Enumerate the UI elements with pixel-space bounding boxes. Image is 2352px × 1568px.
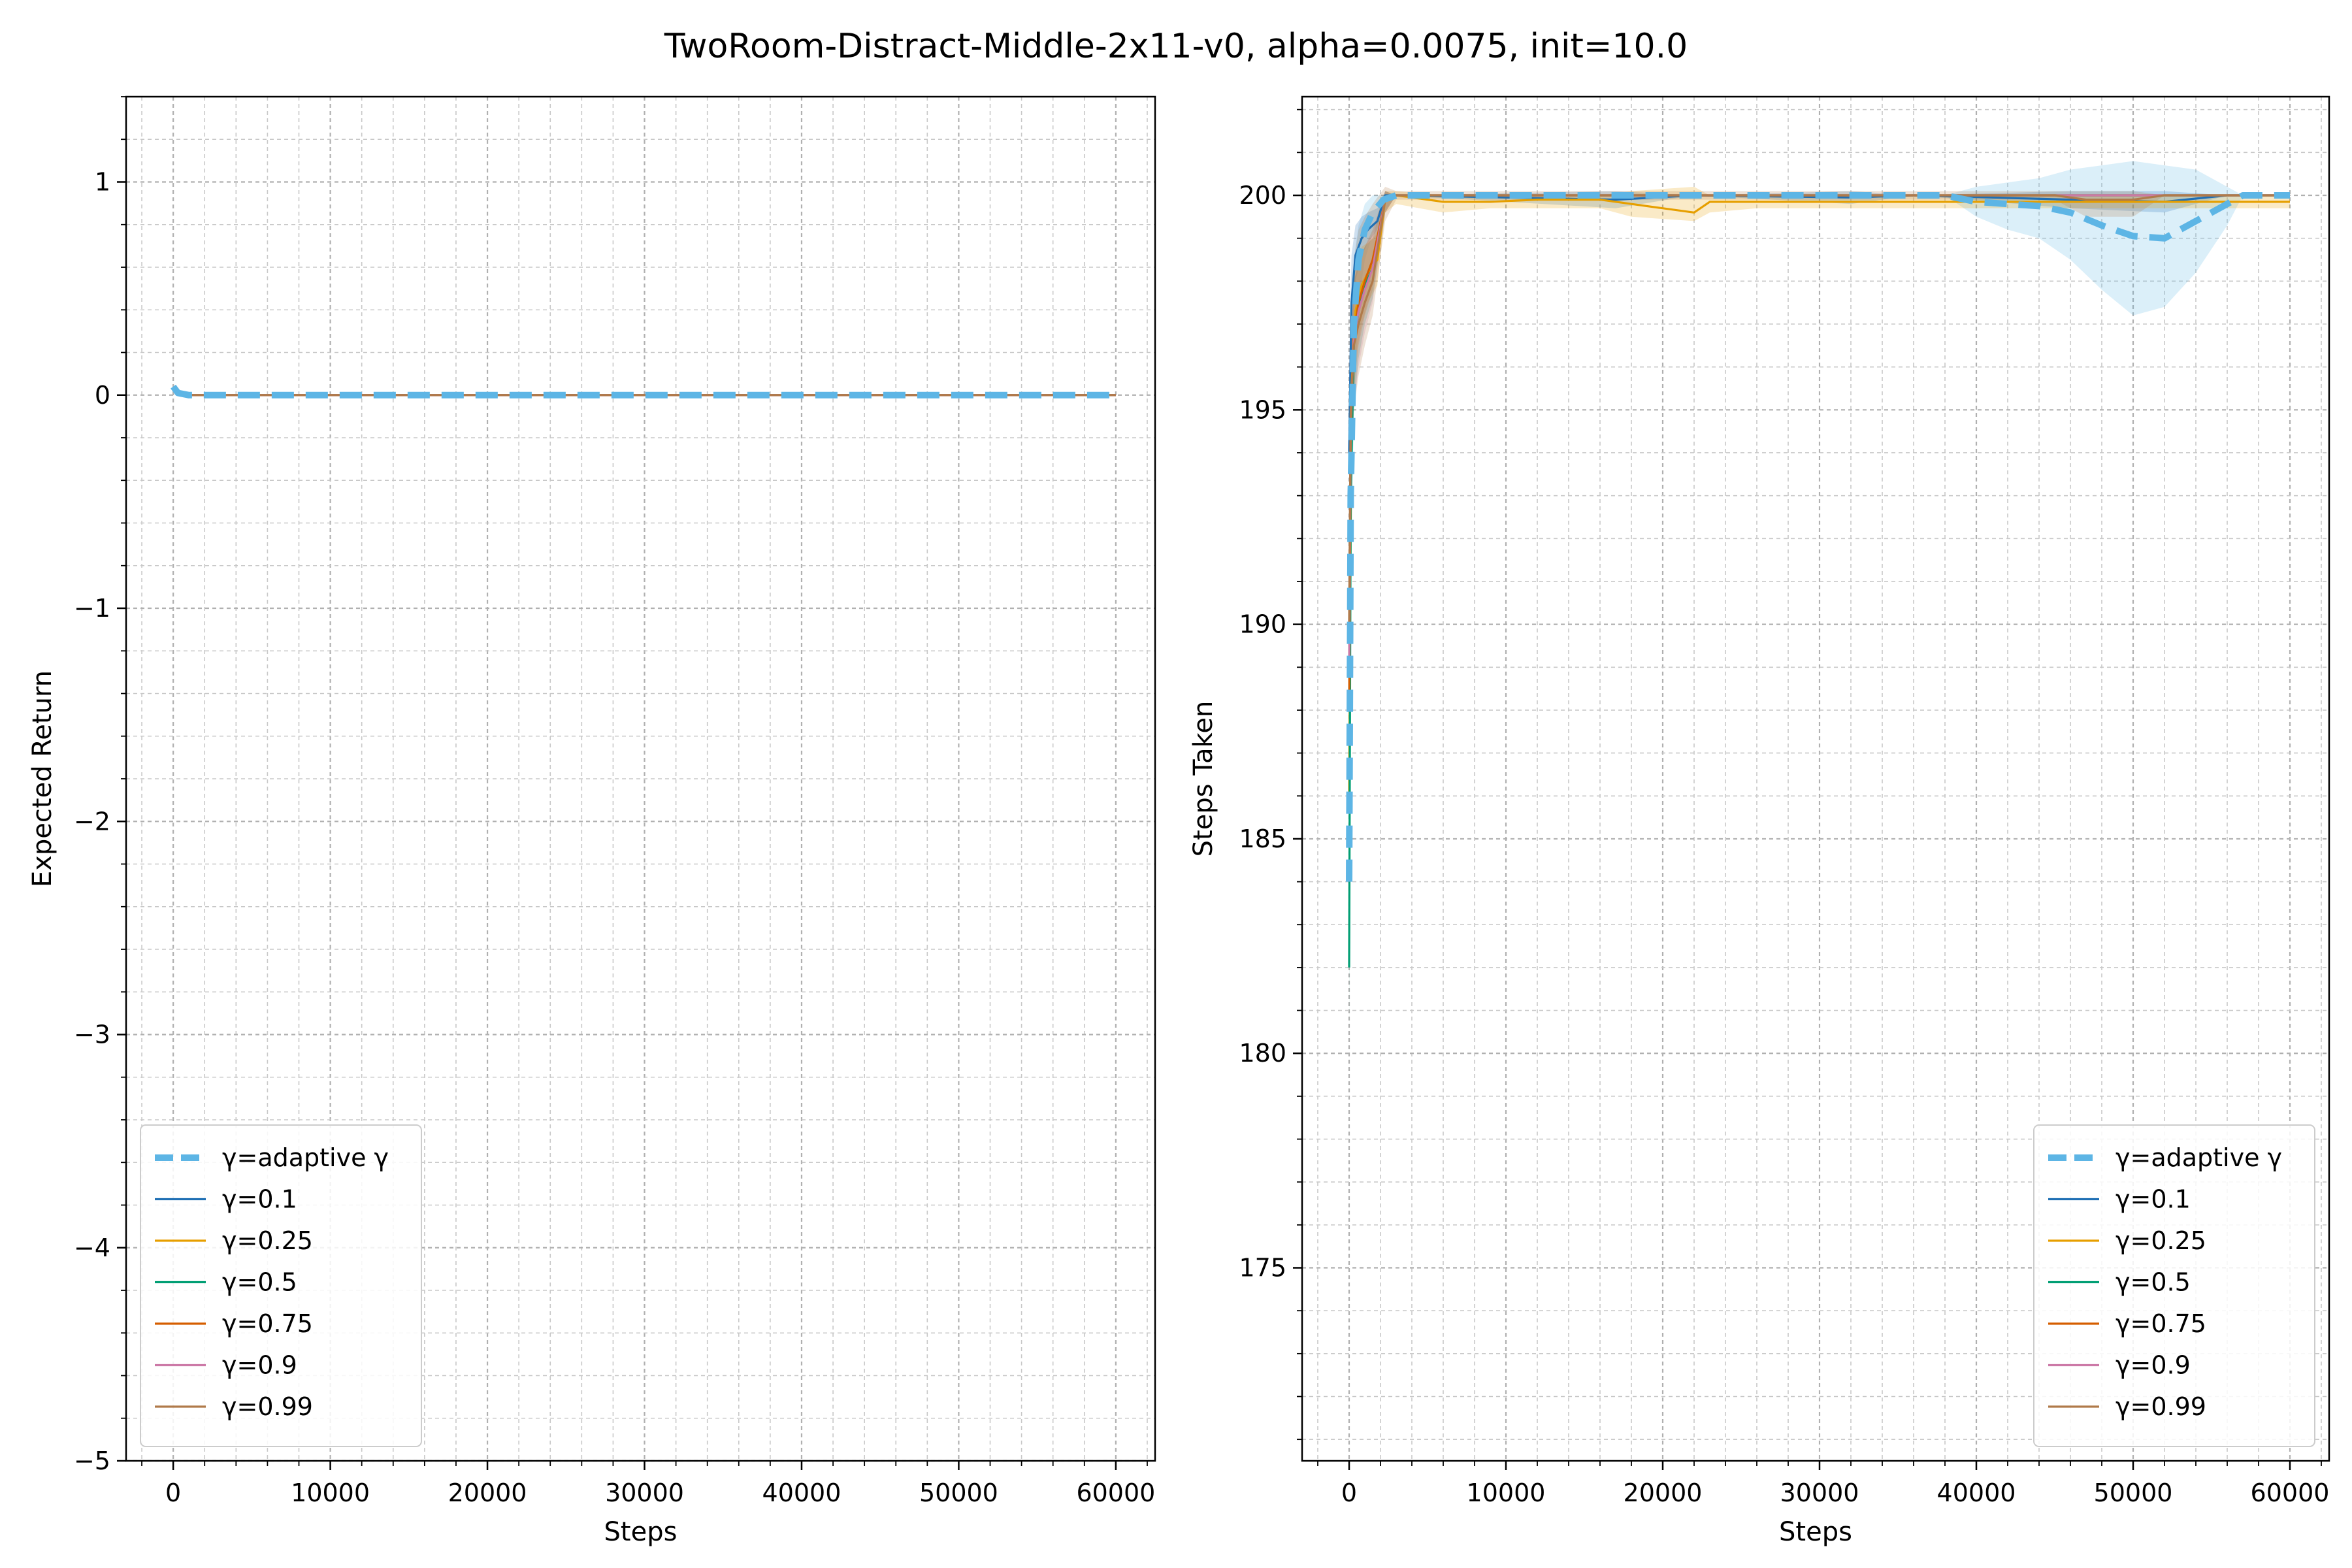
y-tick-label: 200 [1239,181,1286,210]
ticks: 0 10000 20000 30000 40000 50000 60000 175 180 185… [1239,108,2330,1507]
series-line [171,384,1116,399]
y-tick-label: −3 [74,1021,110,1049]
y-tick-label: −2 [74,807,110,836]
x-tick-label: 30000 [1780,1478,1859,1507]
legend-entry: γ=0.99 [2115,1392,2206,1421]
y-tick-label: 195 [1239,395,1286,424]
legend-entry: γ=adaptive γ [2115,1143,2282,1172]
legend-entry: γ=0.9 [2115,1351,2191,1380]
x-tick-label: 60000 [2251,1478,2330,1507]
legend-frame [140,1124,422,1447]
chart-right: 0 10000 20000 30000 40000 50000 60000 175 180 185… [1188,95,2330,1547]
y-tick-label: 185 [1239,825,1286,853]
figure-title: TwoRoom-Distract-Middle-2x11-v0, alpha=0… [664,27,1688,66]
x-tick-label: 0 [165,1478,181,1507]
x-tick-label: 10000 [1467,1478,1546,1507]
confidence-band [1349,191,2290,1032]
legend-entry: γ=0.5 [222,1268,297,1297]
legend-entry: γ=0.9 [222,1351,297,1380]
plot-area [171,384,1116,399]
legend-entry: γ=0.1 [2115,1185,2191,1214]
legend-entry: γ=0.25 [2115,1226,2206,1255]
y-tick-label: −1 [74,594,110,623]
x-tick-label: 50000 [919,1478,998,1507]
x-tick-label: 0 [1341,1478,1357,1507]
legend-entry: γ=0.99 [222,1392,313,1421]
x-tick-label: 10000 [291,1478,370,1507]
series-line [1348,194,2290,796]
x-axis-label: Steps [604,1517,678,1547]
series-line [1346,192,2290,882]
y-tick-label: −5 [74,1446,110,1475]
legend: γ=adaptive γ γ=0.1 γ=0.25 γ=0.5 γ=0.75 γ=0.9 γ… [2033,1124,2315,1447]
x-tick-label: 30000 [605,1478,684,1507]
x-tick-label: 60000 [1076,1478,1155,1507]
y-axis-label: Steps Taken [1188,701,1218,857]
x-tick-label: 40000 [762,1478,841,1507]
legend-frame [2033,1124,2315,1447]
y-tick-label: −4 [74,1233,110,1262]
series-line [1348,194,2290,453]
plot-area [1346,161,2290,1032]
legend-entry: γ=0.75 [2115,1309,2206,1338]
y-tick-label: 0 [95,381,110,410]
legend-entry: γ=adaptive γ [222,1143,389,1172]
ticks: 0 10000 20000 30000 40000 50000 60000 −5 −4 −3 −2 −… [74,96,1155,1507]
y-tick-label: 1 [95,168,110,197]
y-tick-label: 180 [1239,1039,1286,1068]
x-tick-label: 40000 [1937,1478,2016,1507]
y-tick-label: 190 [1239,610,1286,639]
axes-frame [1301,95,2330,1462]
x-tick-label: 50000 [2094,1478,2173,1507]
legend-entry: γ=0.75 [222,1309,313,1338]
x-tick-label: 20000 [448,1478,527,1507]
legend-entry: γ=0.5 [2115,1268,2191,1297]
legend-entry: γ=0.1 [222,1185,297,1214]
y-tick-label: 175 [1239,1254,1286,1282]
x-axis-label: Steps [1779,1517,1852,1547]
legend-entry: γ=0.25 [222,1226,313,1255]
confidence-band [1349,161,2290,925]
legend: γ=adaptive γ γ=0.1 γ=0.25 γ=0.5 γ=0.75 γ=0.9 γ… [140,1124,422,1447]
x-tick-label: 20000 [1624,1478,1703,1507]
y-axis-label: Expected Return [27,670,57,887]
chart-left: 0 10000 20000 30000 40000 50000 60000 −5 −4 −3 −2 −… [27,95,1156,1547]
